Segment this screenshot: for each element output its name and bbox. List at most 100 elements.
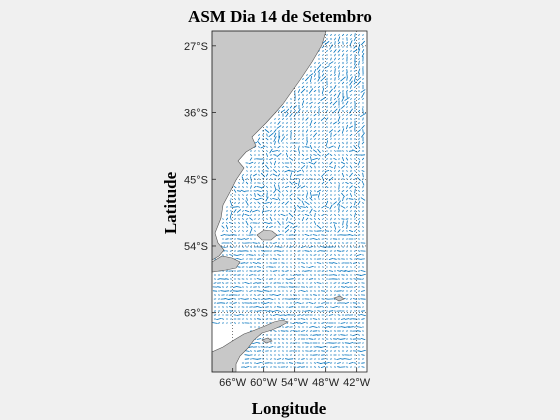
current-vector [319, 134, 320, 135]
current-vector [351, 211, 352, 212]
current-vector [331, 111, 332, 112]
current-vector [227, 223, 228, 224]
current-vector [287, 119, 288, 120]
current-vector [354, 99, 355, 100]
current-vector [275, 119, 276, 120]
current-vector [243, 231, 244, 232]
current-vector [347, 42, 348, 43]
current-vector [319, 207, 320, 208]
current-vector [323, 63, 324, 64]
current-vector [271, 167, 272, 168]
current-vector [339, 63, 340, 64]
current-vector [323, 223, 324, 224]
current-vector [323, 219, 324, 220]
current-vector [263, 167, 264, 168]
current-vector [355, 230, 356, 231]
current-vector [319, 55, 320, 56]
current-vector [319, 123, 320, 124]
current-vector [358, 219, 359, 220]
map-plot-area [212, 31, 367, 372]
current-vector [355, 71, 356, 72]
current-vector [319, 119, 320, 120]
current-vector [295, 195, 296, 196]
current-vector [347, 207, 348, 208]
lat-tick-label: 45°S [184, 174, 208, 186]
current-vector [323, 191, 324, 192]
current-vector [243, 218, 244, 219]
current-vector [355, 223, 356, 224]
current-vector [315, 63, 316, 64]
current-vector [311, 190, 312, 191]
current-vector [323, 55, 324, 56]
current-vector [223, 231, 224, 232]
current-vector [287, 143, 288, 144]
current-vector [327, 191, 328, 192]
current-vector [355, 199, 356, 200]
current-vector [287, 195, 288, 196]
current-vector [295, 123, 296, 124]
current-vector [351, 95, 352, 96]
current-vector [251, 202, 252, 203]
current-vector [243, 187, 244, 188]
current-vector [319, 62, 320, 63]
current-vector [347, 63, 348, 64]
current-vector [295, 110, 296, 111]
y-axis-label: Latitude [161, 172, 181, 234]
current-vector [359, 171, 360, 172]
current-vector [231, 231, 232, 232]
current-vector [270, 199, 271, 200]
current-vector [239, 222, 240, 223]
current-vector [279, 170, 280, 171]
current-vector [274, 183, 275, 184]
current-vector [351, 99, 352, 100]
current-vector [351, 191, 352, 192]
current-vector [311, 227, 312, 228]
current-vector [355, 135, 356, 136]
current-vector [343, 59, 344, 60]
current-vector [279, 143, 280, 144]
current-vector [311, 143, 312, 144]
x-axis-label: Longitude [0, 399, 560, 419]
current-vector [275, 167, 276, 168]
current-vector [319, 147, 320, 148]
current-vector [271, 178, 272, 179]
current-vector [283, 127, 284, 128]
current-vector [267, 219, 268, 220]
lon-tick-label: 66°W [219, 377, 247, 389]
current-vector [283, 199, 284, 200]
current-vector [267, 147, 268, 148]
current-vector [335, 199, 336, 200]
current-vector [327, 59, 328, 60]
current-vector [303, 143, 304, 144]
current-vector [351, 55, 352, 56]
current-vector [307, 123, 308, 124]
current-vector [299, 115, 300, 116]
current-vector [263, 190, 264, 191]
current-vector [311, 135, 312, 136]
current-vector [335, 151, 336, 152]
current-vector [355, 42, 356, 43]
current-vector [339, 91, 340, 92]
current-vector [311, 127, 312, 128]
current-vector [331, 107, 332, 108]
current-vector [291, 151, 292, 152]
current-vector [331, 231, 332, 232]
current-vector [271, 131, 272, 132]
current-vector [351, 203, 352, 204]
current-vector [323, 131, 324, 132]
current-vector [359, 211, 360, 212]
current-vector [335, 35, 336, 36]
current-vector [279, 131, 280, 132]
current-vector [259, 147, 260, 148]
current-vector [331, 34, 332, 35]
current-vector [339, 127, 340, 128]
current-vector [255, 231, 256, 232]
current-vector [323, 210, 324, 211]
current-vector [359, 43, 360, 44]
current-vector [255, 207, 256, 208]
current-vector [339, 143, 340, 144]
current-vector [287, 131, 288, 132]
current-vector [259, 207, 260, 208]
current-vector [247, 175, 248, 176]
current-vector [339, 167, 340, 168]
